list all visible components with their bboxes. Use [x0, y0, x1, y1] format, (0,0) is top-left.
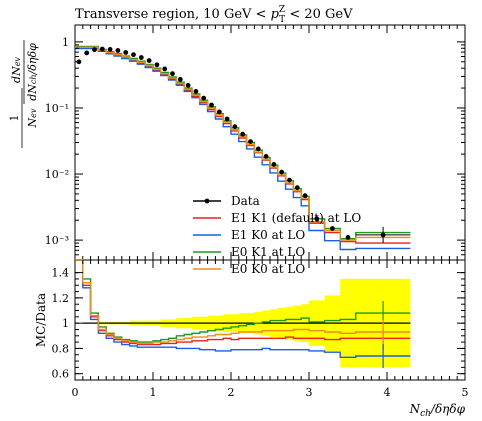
data-point — [162, 66, 168, 72]
data-point — [345, 235, 351, 240]
data-point — [248, 139, 253, 145]
mc-series-line-2 — [75, 45, 411, 240]
legend-item-3: E0 K0 at LO — [193, 262, 305, 276]
legend-label: E0 K1 at LO — [231, 245, 305, 259]
legend-item-data: Data — [193, 194, 260, 208]
x-axis-label: Nch/δηδφ — [409, 402, 466, 419]
data-point — [279, 169, 285, 175]
ratio-series-line-3 — [75, 259, 411, 345]
data-point — [92, 47, 97, 53]
ratio-y-axis: 0.6 0.8 1 1.2 1.4 — [52, 267, 465, 381]
x-axis: 0 1 2 3 4 5 — [72, 260, 469, 399]
data-point — [232, 124, 238, 130]
data-point — [84, 50, 90, 56]
x-tick-label: 0 — [72, 386, 79, 399]
main-y-axis: 10⁻³ 10⁻² 10⁻¹ 1 — [45, 25, 466, 261]
data-point — [314, 216, 320, 222]
data-point — [287, 177, 292, 183]
data-point — [330, 226, 335, 231]
ratio-y-tick-label: 0.8 — [52, 342, 70, 355]
ratio-series-line-1 — [75, 259, 411, 358]
data-point — [294, 185, 300, 191]
mc-series-line-3 — [75, 46, 411, 241]
ratio-y-axis-label: MC/Data — [34, 293, 48, 347]
data-point — [131, 52, 136, 58]
ratio-y-tick-label: 1 — [62, 317, 69, 330]
x-tick-label: 2 — [228, 386, 235, 399]
data-point — [209, 102, 214, 108]
ratio-series-line-0 — [75, 259, 411, 346]
main-panel: 10⁻³ 10⁻² 10⁻¹ 1 — [45, 24, 466, 261]
data-point — [170, 71, 175, 77]
mc-series-line-1 — [75, 47, 411, 251]
data-point — [107, 47, 113, 52]
data-point — [138, 55, 144, 60]
data-point — [146, 58, 152, 63]
y-tick-label: 10⁻¹ — [45, 102, 69, 115]
legend-label: E0 K0 at LO — [231, 262, 305, 276]
legend-item-0: E1 K1 (default) at LO — [193, 211, 361, 225]
data-point — [185, 82, 191, 88]
data-point — [177, 77, 183, 82]
data-point — [115, 48, 121, 53]
y-tick-label: 10⁻³ — [45, 234, 69, 247]
x-tick-label: 5 — [462, 386, 469, 399]
ratio-panel: 0.6 0.8 1 1.2 1.4 0 1 2 3 4 5 — [52, 259, 469, 399]
legend-label-data: Data — [231, 194, 260, 208]
data-point — [154, 62, 160, 68]
ylabel-left-num: 1 — [8, 115, 21, 122]
main-y-axis-label: 1 Nev dNev dNch/δηδφ — [8, 40, 39, 148]
data-point — [193, 89, 199, 94]
y-tick-label: 10⁻² — [45, 168, 69, 181]
data-point — [99, 46, 105, 52]
y-tick-label: 1 — [62, 36, 69, 49]
legend-label: E1 K1 (default) at LO — [231, 211, 361, 225]
legend-item-2: E0 K1 at LO — [193, 245, 305, 259]
ylabel-den: dNch/δηδφ — [26, 43, 39, 101]
data-point — [263, 154, 269, 159]
ratio-y-tick-label: 1.2 — [52, 292, 70, 305]
legend-item-1: E1 K0 at LO — [193, 228, 305, 242]
ratio-plot-area — [75, 259, 411, 368]
ratio-y-tick-label: 0.6 — [52, 368, 70, 381]
data-point — [123, 50, 129, 55]
chart-title: Transverse region, 10 GeV < pZ T < 20 GeV — [75, 5, 353, 25]
x-tick-label: 3 — [306, 386, 313, 399]
ratio-series-line-2 — [75, 259, 411, 343]
data-point — [271, 162, 277, 167]
data-point — [201, 95, 207, 101]
ylabel-left-den: Nev — [26, 108, 39, 128]
main-plot-area — [75, 45, 411, 251]
data-point — [255, 146, 261, 152]
data-point — [302, 193, 308, 199]
data-point — [224, 116, 230, 122]
data-point — [216, 109, 222, 115]
ratio-y-tick-label: 1.4 — [52, 267, 70, 280]
data-point — [240, 131, 246, 137]
ylabel-num: dNev — [10, 57, 23, 83]
legend-data-marker — [204, 198, 210, 204]
legend-label: E1 K0 at LO — [231, 228, 305, 242]
x-tick-label: 4 — [384, 386, 391, 399]
legend: Data E1 K1 (default) at LO E1 K0 at LO E0 K… — [193, 194, 361, 276]
x-tick-label: 1 — [150, 386, 157, 399]
